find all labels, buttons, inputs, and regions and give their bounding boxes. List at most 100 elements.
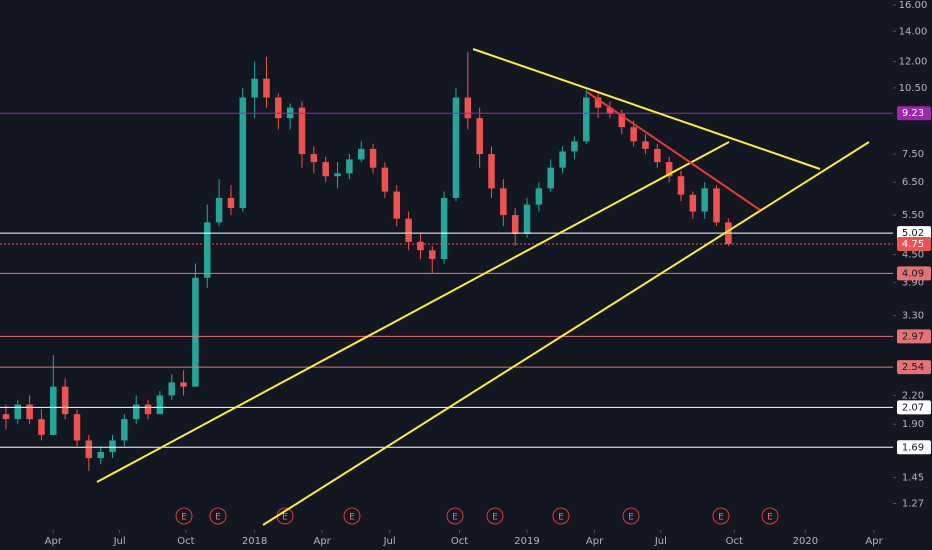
candle-body — [73, 414, 81, 441]
candle-body — [168, 382, 175, 396]
earnings-label: E — [628, 513, 634, 523]
candle-body — [523, 204, 531, 234]
x-tick-label: Apr — [586, 536, 604, 547]
price-label: 5.02 — [902, 228, 924, 239]
candle-body — [14, 404, 22, 420]
candle-body — [630, 127, 637, 142]
candle-body — [97, 451, 104, 459]
earnings-label: E — [282, 513, 288, 523]
earnings-marker — [446, 507, 464, 525]
earnings-label: E — [452, 513, 458, 523]
candle-body — [500, 188, 507, 216]
price-label-box — [897, 329, 931, 344]
candle-body — [571, 141, 578, 152]
price-label: 4.09 — [902, 268, 924, 279]
earnings-label: E — [718, 513, 724, 523]
x-tick-label: Jul — [654, 536, 667, 547]
y-tick-label: 12.00 — [899, 57, 928, 68]
candle-body — [393, 191, 401, 219]
x-tick-label: Jul — [113, 536, 126, 547]
x-tick-label: Apr — [313, 536, 331, 547]
y-tick-label: 2.20 — [902, 390, 924, 401]
candle-body — [227, 197, 235, 209]
candle-body — [2, 414, 10, 420]
price-label: 2.54 — [902, 362, 924, 373]
candle-body — [452, 97, 460, 198]
drawings — [96, 48, 870, 526]
y-tick-label: 7.50 — [902, 149, 924, 160]
candle-body — [464, 97, 472, 119]
x-tick-label: 2019 — [514, 536, 539, 547]
candle-body — [263, 78, 270, 98]
price-label-box — [897, 440, 931, 455]
earnings-marker — [712, 507, 730, 525]
candle-body — [476, 118, 483, 155]
price-label: 4.75 — [902, 239, 924, 250]
candle-body — [132, 404, 140, 420]
candle-body — [156, 395, 164, 415]
y-tick-label: 3.30 — [902, 311, 924, 322]
candle-body — [547, 167, 554, 189]
trend-line — [472, 48, 821, 170]
price-label-box — [897, 400, 931, 415]
earnings-marker — [761, 507, 779, 525]
y-tick-label: 1.27 — [902, 499, 924, 510]
candle-body — [654, 148, 661, 163]
price-label-box — [897, 360, 931, 375]
x-tick-label: 2020 — [793, 536, 818, 547]
candle-body — [239, 97, 247, 209]
trend-line — [262, 141, 870, 526]
price-label-box — [897, 236, 931, 251]
candle-body — [642, 141, 649, 149]
candle-body — [322, 162, 329, 177]
candle-body — [582, 97, 590, 142]
price-label: 9.23 — [902, 108, 924, 119]
earnings-label: E — [215, 513, 221, 523]
candle-body — [121, 419, 128, 441]
earnings-marker — [343, 507, 361, 525]
candle-body — [204, 222, 211, 278]
candle-body — [559, 151, 566, 168]
candle-body — [511, 215, 519, 234]
earnings-marker — [175, 507, 193, 525]
price-label-box — [897, 226, 931, 241]
candle-body — [488, 154, 495, 189]
candle-body — [618, 113, 626, 128]
candle-body — [85, 440, 93, 459]
earnings-marker — [552, 507, 570, 525]
y-tick-label: 1.45 — [902, 472, 924, 483]
candle-body — [192, 277, 199, 387]
y-tick-label: 10.50 — [899, 83, 928, 94]
earnings-label: E — [492, 513, 498, 523]
candle-body — [334, 173, 341, 177]
candle-body — [405, 218, 412, 242]
plot-area: Apr Jul Oct 2018 Apr Jul Oct 2019 Apr Jul Oct 2020 A… — [0, 51, 893, 547]
trend-line — [96, 141, 730, 483]
candle-body — [417, 241, 424, 251]
candle-body — [665, 162, 673, 177]
earnings-label: E — [767, 513, 773, 523]
candle-body — [535, 188, 543, 205]
earnings-marker — [209, 507, 227, 525]
candle-body — [429, 250, 436, 260]
y-tick-label: 6.50 — [902, 177, 924, 188]
candle-body — [109, 440, 116, 452]
price-label: 2.07 — [902, 402, 924, 413]
candle-body — [251, 78, 258, 98]
price-axis: 16.00 14.00 12.00 10.50 7.50 6.50 5.50 4.50 3.90… — [893, 0, 931, 510]
x-tick-label: Oct — [451, 536, 468, 547]
candle-body — [369, 148, 377, 168]
candle-body — [50, 386, 57, 435]
x-tick-label: 2018 — [242, 536, 267, 547]
x-tick-label: Oct — [726, 536, 743, 547]
candle-body — [689, 194, 697, 212]
candle-body — [26, 404, 33, 420]
x-tick-label: Apr — [865, 536, 883, 547]
candle-body — [677, 176, 685, 195]
candle-body — [701, 188, 708, 212]
candle-body — [61, 386, 69, 415]
price-label: 2.97 — [902, 331, 924, 342]
x-tick-label: Apr — [45, 536, 63, 547]
